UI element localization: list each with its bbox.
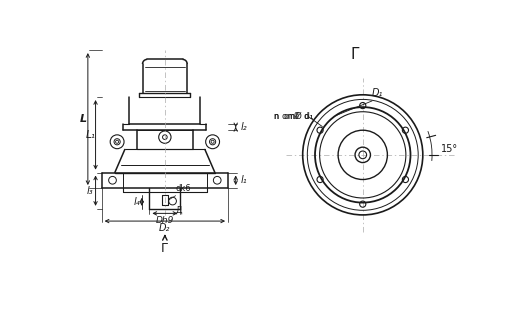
Text: L: L	[80, 114, 87, 124]
Text: n omØ d₁: n omØ d₁	[274, 112, 314, 121]
Text: Dh9: Dh9	[155, 216, 174, 225]
Text: L₁: L₁	[85, 130, 95, 140]
Text: l₁: l₁	[240, 175, 247, 185]
Text: l₄: l₄	[134, 197, 140, 207]
Text: l₂: l₂	[240, 122, 247, 132]
Text: D₂: D₂	[159, 223, 171, 234]
Text: dk6: dk6	[176, 184, 191, 194]
Text: 15°: 15°	[441, 144, 459, 154]
Text: D₁: D₁	[372, 88, 383, 98]
Text: n omØ d₁: n omØ d₁	[274, 112, 314, 121]
Text: Д: Д	[176, 206, 182, 215]
Text: Г: Г	[161, 242, 168, 255]
Text: Г: Г	[350, 47, 360, 62]
Text: l₃: l₃	[87, 186, 94, 196]
